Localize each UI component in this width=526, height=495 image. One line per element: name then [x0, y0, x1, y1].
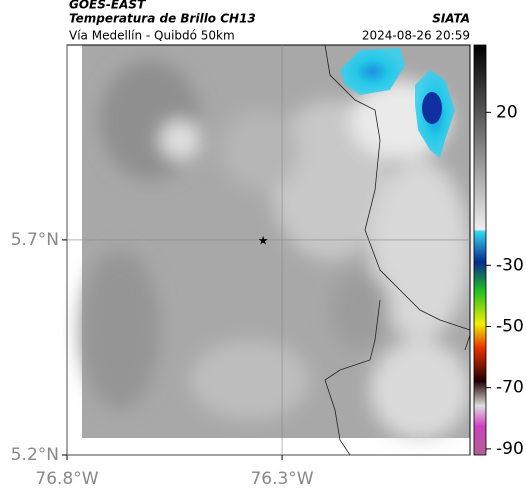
region: Vía Medellín - Quibdó 50km — [69, 29, 235, 43]
colorbar-tick-label: -90 — [496, 439, 524, 459]
satellite-image — [80, 44, 471, 456]
colorbar — [473, 44, 487, 456]
colorbar-tick-label: -30 — [496, 255, 524, 275]
x-tick-label: 76.8°W — [35, 469, 98, 489]
datetime: 2024-08-26 20:59 — [362, 29, 470, 43]
x-tick-label: 76.3°W — [250, 469, 313, 489]
satellite: GOES-EAST — [69, 0, 146, 12]
location-marker: ★ — [258, 233, 269, 247]
colorbar-tick-label: -50 — [496, 316, 524, 336]
product: Temperatura de Brillo CH13 — [69, 12, 256, 26]
y-tick-label: 5.2°N — [11, 445, 59, 465]
colorbar-tick-label: 20 — [496, 102, 518, 122]
colorbar-tick-label: -70 — [496, 378, 524, 398]
y-tick-label: 5.7°N — [11, 230, 59, 250]
source: SIATA — [432, 12, 470, 26]
